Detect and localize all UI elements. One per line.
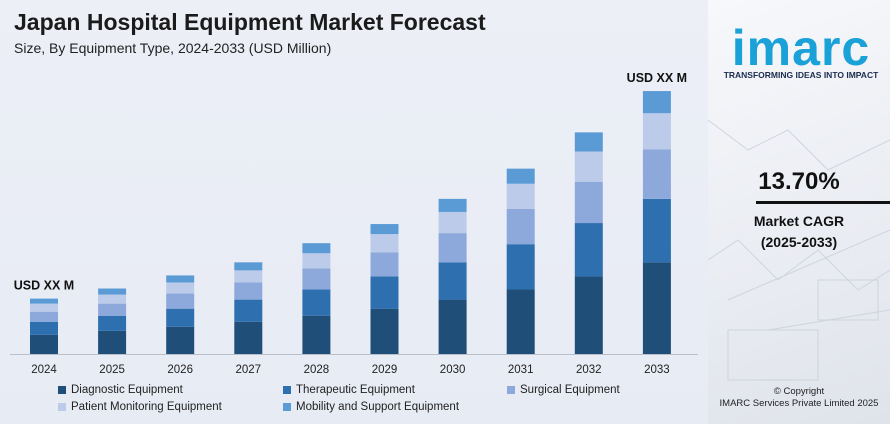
side-panel: imarc TRANSFORMING IDEAS INTO IMPACT 13.… [708,0,890,424]
bar-segment-2029-1 [370,308,399,354]
bar-segment-2027-1 [234,321,263,354]
bar-segment-2030-5 [438,198,467,212]
cagr-period: (2025-2033) [760,234,838,250]
bar-segment-2032-1 [574,276,603,354]
legend-item-surgical: Surgical Equipment [507,384,620,396]
bar-segment-2032-5 [574,132,603,152]
legend-swatch [507,386,515,394]
bar-segment-2030-4 [438,211,467,234]
bar-segment-2029-4 [370,234,399,253]
bar-segment-2027-4 [234,270,263,283]
x-tick-label: 2028 [304,364,330,376]
legend-swatch [58,403,66,411]
bar-segment-2027-3 [234,282,263,300]
bar-segment-2033-4 [642,113,671,150]
x-tick-label: 2033 [644,364,670,376]
background-decoration [708,119,890,381]
chart-area: Japan Hospital Equipment Market Forecast… [0,0,708,424]
bar-segment-2024-3 [30,311,58,322]
bar-segment-2028-1 [302,315,331,354]
copyright: © Copyright IMARC Services Private Limit… [708,386,890,410]
bar-segment-2031-1 [506,289,535,354]
legend-item-therapeutic: Therapeutic Equipment [283,384,415,396]
cagr-value: 13.70% [758,168,840,195]
legend-item-diagnostic: Diagnostic Equipment [58,384,183,396]
bar-segment-2026-4 [166,282,195,294]
bar-segment-2025-1 [98,330,127,354]
bar-segment-2024-1 [30,334,58,354]
bar-segment-2033-3 [642,149,671,199]
bar-segment-2027-5 [234,262,263,271]
bar-segment-2030-3 [438,233,467,263]
bar-segment-2031-3 [506,208,535,245]
bar-segment-2026-5 [166,275,195,283]
x-tick-label: 2025 [99,364,125,376]
x-tick-label: 2029 [372,364,398,376]
bar-segment-2031-2 [506,244,535,290]
legend-item-mobility-support: Mobility and Support Equipment [283,401,459,413]
chart-title: Japan Hospital Equipment Market Forecast [14,9,486,35]
legend-swatch [58,386,66,394]
legend-item-patient-monitoring: Patient Monitoring Equipment [58,401,222,413]
bar-segment-2025-5 [98,288,127,295]
bar-segment-2032-4 [574,151,603,182]
cagr-label: Market CAGR [753,213,845,229]
legend-label: Therapeutic Equipment [296,384,415,396]
bar-segment-2028-3 [302,268,331,290]
bar-segment-2029-2 [370,276,399,309]
bar-segment-2033-5 [642,91,671,114]
bar-segment-2026-2 [166,308,195,327]
bar-segment-2028-5 [302,243,331,254]
x-tick-label: 2031 [508,364,534,376]
logo-tagline: TRANSFORMING IDEAS INTO IMPACT [723,70,879,80]
bar-segment-2030-2 [438,262,467,300]
copyright-line1: © Copyright [773,386,825,397]
bar-segment-2028-2 [302,289,331,316]
imarc-logo: imarc [731,20,871,76]
bar-segment-2024-5 [30,298,58,304]
legend-label: Mobility and Support Equipment [296,401,460,413]
x-tick-label: 2026 [167,364,193,376]
bar-segment-2025-4 [98,294,127,304]
legend-swatch [283,403,291,411]
legend-swatch [283,386,291,394]
bar-segment-2025-3 [98,303,127,316]
bar-segment-2024-4 [30,303,58,312]
cagr-divider [756,201,890,204]
bar-segment-2024-2 [30,321,58,335]
bar-segment-2026-1 [166,326,195,354]
chart-subtitle: Size, By Equipment Type, 2024-2033 (USD … [14,40,332,56]
value-annotation: USD XX M [627,71,687,85]
bar-segment-2025-2 [98,315,127,331]
bar-segment-2031-4 [506,183,535,209]
bar-segment-2029-5 [370,224,399,235]
bar-segment-2028-4 [302,253,331,269]
value-annotation: USD XX M [14,279,74,293]
x-tick-label: 2027 [236,364,262,376]
bar-segment-2029-3 [370,252,399,277]
bar-segment-2032-3 [574,181,603,224]
bar-segment-2033-2 [642,198,671,263]
copyright-line2: IMARC Services Private Limited 2025 [719,398,879,409]
x-tick-label: 2024 [31,364,57,376]
bar-segment-2032-2 [574,223,603,277]
legend-label: Surgical Equipment [520,384,620,396]
bar-segment-2033-1 [642,262,671,354]
bar-chart: 2024 2025 2026 2027 2028 2029 2030 2031 2032 2033… [10,71,698,376]
bar-segment-2026-3 [166,293,195,309]
legend-label: Diagnostic Equipment [71,384,183,396]
bar-segment-2031-5 [506,168,535,184]
bar-segment-2030-1 [438,299,467,354]
x-tick-label: 2030 [440,364,466,376]
legend-label: Patient Monitoring Equipment [71,401,222,413]
bar-segment-2027-2 [234,299,263,322]
x-tick-label: 2032 [576,364,602,376]
